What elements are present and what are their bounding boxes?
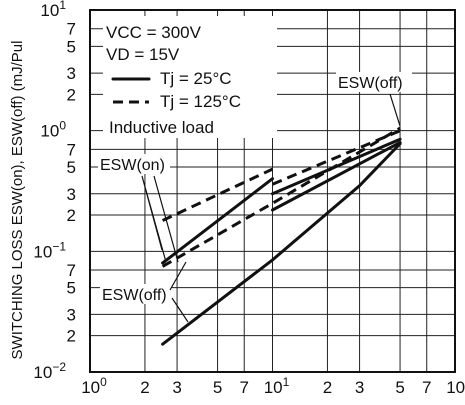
- y-tick-label: 3: [67, 185, 76, 204]
- x-tick-label: 5: [395, 378, 404, 397]
- y-tick-label: 7: [67, 261, 76, 280]
- y-tick-label: 101: [40, 0, 66, 20]
- x-tick-label: 3: [172, 378, 181, 397]
- y-tick-label: 7: [67, 140, 76, 159]
- y-axis-label: SWITCHING LOSS ESW(on), ESW(off) (mJ/Pul: [9, 41, 26, 360]
- y-tick-label: 3: [67, 64, 76, 83]
- series-line-5: [271, 140, 402, 212]
- esw-off-right-label-bg: [336, 72, 412, 92]
- y-tick-label: 3: [67, 305, 76, 324]
- x-tick-label: 3: [355, 378, 364, 397]
- esw-off-right-label: ESW(off): [338, 75, 403, 92]
- y-tick-label: 5: [67, 158, 76, 177]
- legend-entry-solid: Tj = 25°C: [160, 69, 232, 88]
- esw-off-left-label: ESW(off): [102, 287, 167, 304]
- x-tick-label: 2: [140, 378, 149, 397]
- y-tick-label: 10−1: [33, 239, 66, 261]
- annotations: ESW(on) ESW(off) ESW(off): [98, 72, 412, 323]
- y-tick-label: 2: [67, 327, 76, 346]
- x-tick-label: 2: [323, 378, 332, 397]
- y-tick-label: 2: [67, 85, 76, 104]
- y-tick-label: 7: [67, 20, 76, 39]
- esw-off-left-leader: [169, 261, 189, 323]
- y-tick-label: 100: [40, 119, 66, 141]
- x-tick-label: 102: [446, 375, 465, 397]
- legend-background: [103, 16, 277, 138]
- x-tick-labels: 10023571012357102: [81, 375, 465, 397]
- esw-off-right-leader: [389, 93, 401, 127]
- y-tick-label: 2: [67, 206, 76, 225]
- x-tick-label: 7: [422, 378, 431, 397]
- series-line-6: [161, 142, 402, 346]
- series-line-2: [271, 129, 401, 186]
- x-tick-label: 5: [213, 378, 222, 397]
- series-line-0: [161, 167, 274, 222]
- legend-entry-dashed: Tj = 125°C: [160, 92, 241, 111]
- legend-condition-vcc: VCC = 300V: [106, 23, 202, 42]
- esw-off-left-label-bg: [100, 284, 172, 304]
- series-layer: [161, 126, 402, 346]
- y-tick-label: 5: [67, 279, 76, 298]
- esw-on-label: ESW(on): [100, 157, 165, 174]
- y-tick-label: 5: [67, 37, 76, 56]
- series-line-1: [161, 177, 274, 265]
- plot-frame: [89, 9, 456, 373]
- x-tick-label: 7: [239, 378, 248, 397]
- legend: VCC = 300V VD = 15V Tj = 25°C Tj = 125°C…: [103, 16, 277, 138]
- legend-note: Inductive load: [109, 118, 214, 137]
- legend-condition-vd: VD = 15V: [106, 45, 180, 64]
- esw-on-label-bg: [98, 154, 170, 174]
- y-tick-label: 10−2: [33, 360, 66, 382]
- esw-on-leader: [141, 175, 179, 263]
- x-tick-label: 101: [264, 375, 290, 397]
- x-tick-label: 100: [81, 375, 107, 397]
- series-line-4: [161, 126, 401, 268]
